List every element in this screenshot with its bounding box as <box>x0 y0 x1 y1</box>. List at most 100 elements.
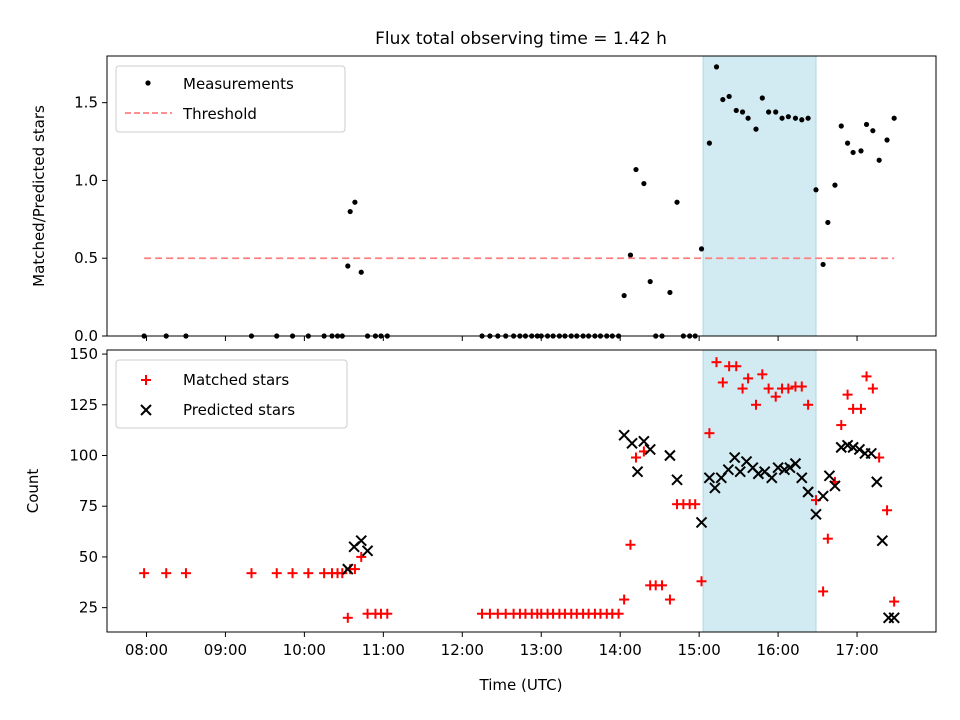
matched-star-point <box>246 568 257 579</box>
legend-marker-predicted-stars <box>140 404 152 416</box>
predicted-star-point <box>752 468 765 480</box>
measurement-point <box>884 137 890 143</box>
matched-star-point <box>796 381 807 392</box>
predicted-star-point <box>709 482 721 494</box>
matched-star-point <box>704 428 715 439</box>
matched-star-point <box>613 608 624 619</box>
matched-star-point <box>861 371 872 382</box>
observing-window-highlight <box>702 55 817 337</box>
measurement-point <box>779 115 785 121</box>
measurement-point <box>633 166 639 173</box>
matched-star-point <box>822 533 833 544</box>
x-tick-label: 08:00 <box>125 641 168 659</box>
count-panel: 25 50 75 100 125 150 08:00 09:00 10:00 11:00 12:0… <box>24 345 937 694</box>
measurement-point <box>698 246 705 252</box>
legend-label-matched-stars: Matched stars <box>183 371 289 389</box>
predicted-star-point <box>817 490 829 502</box>
predicted-star-point <box>766 472 778 484</box>
x-tick-label: 11:00 <box>362 641 405 659</box>
matched-star-point <box>356 551 367 562</box>
matched-star-point <box>836 420 847 431</box>
x-tick-label: 09:00 <box>204 641 247 659</box>
observing-window-highlight <box>702 349 817 633</box>
y-tick-label: 0.0 <box>74 327 98 345</box>
measurement-point <box>621 292 627 299</box>
ratio-legend-box <box>115 65 346 133</box>
matched-star-point <box>889 596 900 607</box>
measurement-point <box>805 115 811 121</box>
predicted-star-point <box>847 441 859 454</box>
y-tick-label: 1.5 <box>74 94 98 112</box>
matched-star-point <box>382 608 393 619</box>
matched-star-point <box>180 568 191 579</box>
ratio-axes-frame <box>106 55 937 337</box>
matched-star-point <box>271 568 282 579</box>
matched-star-point <box>770 391 781 402</box>
measurement-point <box>766 109 772 115</box>
predicted-star-point <box>664 449 676 462</box>
predicted-star-point <box>734 466 746 478</box>
matched-star-point <box>139 568 150 579</box>
y-tick-label: 0.5 <box>74 249 98 267</box>
measurement-point <box>863 121 870 128</box>
legend-x-glyph <box>140 404 152 416</box>
matched-star-point <box>855 403 866 414</box>
matched-star-point <box>664 594 675 605</box>
matched-star-point <box>763 383 774 394</box>
x-tick-label: 17:00 <box>835 641 878 659</box>
y-tick-label: 150 <box>69 345 98 363</box>
matched-star-point <box>750 399 761 410</box>
measurement-point <box>713 64 720 70</box>
count-x-axis-label: Time (UTC) <box>479 676 563 694</box>
matched-star-point <box>349 564 360 575</box>
y-tick-label: 125 <box>69 396 98 414</box>
measurement-point <box>759 95 765 101</box>
matched-star-point <box>303 568 314 579</box>
measurement-point <box>641 180 647 187</box>
count-y-axis-label: Count <box>24 469 42 514</box>
matched-star-point <box>161 568 172 579</box>
matched-star-point <box>717 377 728 388</box>
count-plot-area <box>139 357 900 624</box>
matched-star-point <box>731 361 742 372</box>
x-tick-label: 15:00 <box>678 641 721 659</box>
predicted-star-point <box>789 457 802 470</box>
predicted-star-point <box>671 474 683 486</box>
y-tick-label: 50 <box>79 548 98 566</box>
count-legend-box <box>115 359 348 429</box>
predicted-star-point <box>888 612 900 624</box>
measurement-point <box>720 96 726 103</box>
predicted-star-point <box>772 461 784 474</box>
predicted-star-point <box>823 470 836 482</box>
x-tick-label: 10:00 <box>283 641 326 659</box>
count-legend: Matched stars Predicted stars <box>115 359 348 429</box>
measurement-point <box>792 115 799 121</box>
legend-marker-matched-stars <box>141 375 151 385</box>
measurement-point <box>347 208 353 215</box>
predicted-star-point <box>631 466 644 478</box>
measurement-point <box>844 140 851 146</box>
ratio-plot-area <box>141 64 897 339</box>
measurement-point <box>667 289 673 296</box>
matched-star-point <box>690 499 701 510</box>
predicted-star-point <box>810 508 822 521</box>
predicted-star-point <box>695 516 708 529</box>
ratio-panel: 0.0 0.5 1.0 1.5 Matched/Predicted stars Mea… <box>30 55 937 345</box>
measurement-point <box>358 269 364 275</box>
matched-star-point <box>342 612 353 623</box>
predicted-star-point <box>626 437 638 450</box>
predicted-star-point <box>865 447 877 460</box>
measurement-point <box>739 109 746 115</box>
matched-star-point <box>882 505 893 516</box>
measurement-point <box>838 123 844 129</box>
measurement-point <box>850 149 856 156</box>
measurement-point <box>891 115 897 121</box>
ratio-y-axis: 0.0 0.5 1.0 1.5 <box>74 94 107 345</box>
y-tick-label: 100 <box>69 446 98 464</box>
count-y-axis: 25 50 75 100 125 150 <box>69 345 107 617</box>
measurement-point <box>627 252 634 258</box>
predicted-star-point <box>796 472 808 484</box>
legend-label-predicted-stars: Predicted stars <box>183 401 295 419</box>
predicted-star-point <box>853 443 866 456</box>
predicted-star-point <box>784 461 796 474</box>
